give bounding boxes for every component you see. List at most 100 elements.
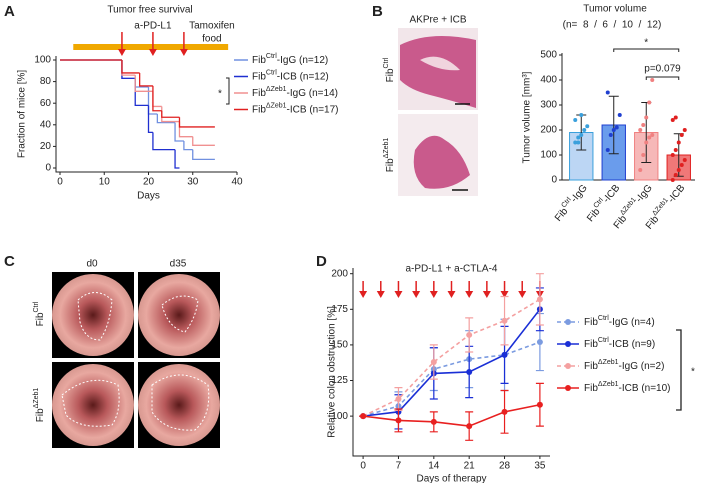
survival-step bbox=[134, 75, 153, 92]
y-tick-label: 125 bbox=[331, 375, 348, 386]
survival-step bbox=[152, 85, 162, 112]
data-point bbox=[614, 125, 619, 130]
x-tick-label: 40 bbox=[231, 177, 243, 188]
bracket bbox=[645, 76, 680, 80]
row-label: FibCtrl bbox=[33, 301, 46, 326]
x-tick-label: 10 bbox=[99, 177, 111, 188]
marker bbox=[395, 396, 402, 403]
survival-step bbox=[174, 122, 184, 142]
legend-label: FibCtrl-IgG (n=12) bbox=[252, 53, 328, 66]
data-point bbox=[644, 140, 649, 145]
row-label: FibΔZeb1 bbox=[33, 388, 46, 423]
y-tick-label: 80 bbox=[40, 76, 52, 87]
data-point bbox=[647, 100, 652, 105]
col-label: d0 bbox=[86, 259, 98, 270]
arrow-head bbox=[412, 291, 421, 298]
x-tick-label: 7 bbox=[396, 461, 402, 472]
data-point bbox=[670, 153, 675, 157]
annotation: a-PD-L1 bbox=[134, 21, 172, 32]
panel-label: C bbox=[4, 253, 15, 270]
y-tick-label: 300 bbox=[540, 100, 557, 111]
axis bbox=[352, 268, 550, 457]
series-line bbox=[362, 298, 541, 417]
x-tick-label: 0 bbox=[57, 177, 63, 188]
data-point bbox=[682, 158, 687, 162]
survival-step bbox=[121, 60, 140, 74]
data-point bbox=[641, 123, 646, 127]
data-point bbox=[676, 168, 681, 172]
arrow-head bbox=[465, 291, 474, 298]
marker bbox=[430, 418, 437, 425]
y-tick-label: 500 bbox=[540, 50, 557, 61]
survival-step bbox=[147, 105, 153, 134]
annotation: a-PD-L1 + a-CTLA-4 bbox=[406, 264, 498, 275]
annotation: food bbox=[202, 34, 221, 45]
legend-label: FibCtrl-ICB (n=9) bbox=[584, 337, 655, 350]
panel-label: A bbox=[4, 3, 15, 20]
y-tick-label: 20 bbox=[40, 141, 52, 152]
data-point bbox=[617, 113, 622, 117]
survival-step bbox=[152, 132, 176, 151]
y-tick-label: 60 bbox=[40, 98, 52, 109]
data-point bbox=[608, 133, 613, 137]
data-point bbox=[605, 148, 610, 152]
data-point bbox=[644, 115, 649, 120]
y-axis-label: Relative colon obstruction [%] bbox=[327, 306, 338, 438]
y-tick-label: 100 bbox=[540, 150, 557, 161]
data-point bbox=[611, 128, 616, 132]
annotation: Tamoxifen bbox=[189, 21, 235, 32]
y-tick-label: 400 bbox=[540, 75, 557, 86]
panel-label: D bbox=[316, 253, 327, 270]
arrow-head bbox=[394, 291, 403, 298]
x-tick-label: 35 bbox=[534, 461, 546, 472]
series-line bbox=[362, 341, 541, 417]
y-axis-label: Fraction of mice [%] bbox=[17, 70, 28, 159]
marker bbox=[501, 317, 508, 324]
axis bbox=[55, 56, 237, 173]
marker bbox=[466, 368, 473, 375]
survival-step bbox=[178, 117, 215, 128]
legend-label: FibΔZeb1-IgG (n=2) bbox=[584, 359, 664, 372]
survival-step bbox=[192, 149, 215, 161]
marker bbox=[430, 359, 437, 365]
legend-label: FibΔZeb1-ICB (n=17) bbox=[252, 102, 339, 115]
row-label: FibCtrl bbox=[383, 57, 396, 82]
y-tick-label: 0 bbox=[551, 175, 557, 186]
chart-title: Tumor free survival bbox=[107, 5, 192, 16]
survival-step bbox=[192, 136, 215, 146]
survival-step bbox=[156, 114, 176, 124]
marker bbox=[501, 408, 508, 415]
survival-step bbox=[161, 110, 180, 118]
x-axis-label: Days of therapy bbox=[416, 474, 486, 483]
panel-label: B bbox=[372, 3, 383, 20]
survival-step bbox=[178, 121, 193, 138]
y-tick-label: 175 bbox=[331, 304, 348, 315]
significance: * bbox=[691, 367, 695, 378]
legend-marker bbox=[565, 341, 571, 347]
arrow-head bbox=[148, 49, 157, 56]
chart-subtitle: (n= 8 / 6 / 10 / 12) bbox=[563, 20, 662, 31]
data-point bbox=[641, 153, 646, 157]
data-point bbox=[579, 113, 584, 117]
bracket bbox=[676, 329, 682, 411]
y-tick-label: 100 bbox=[331, 411, 348, 422]
arrow-head bbox=[447, 291, 456, 298]
significance: * bbox=[218, 89, 222, 100]
chart-title: Tumor volume bbox=[583, 4, 647, 15]
survival-step bbox=[139, 72, 153, 87]
histology-image bbox=[398, 28, 478, 110]
data-point bbox=[650, 78, 655, 82]
arrow-head bbox=[429, 291, 438, 298]
data-point bbox=[679, 163, 684, 167]
x-tick-label: 28 bbox=[499, 461, 511, 472]
x-tick-label: 21 bbox=[464, 461, 476, 472]
series-line bbox=[363, 403, 541, 427]
survival-step bbox=[161, 106, 180, 123]
data-point bbox=[582, 128, 587, 132]
data-point bbox=[676, 140, 681, 145]
data-point bbox=[682, 128, 687, 132]
x-tick-label: 0 bbox=[360, 461, 366, 472]
x-tick-label: 20 bbox=[143, 177, 155, 188]
y-tick-label: 100 bbox=[34, 55, 51, 66]
